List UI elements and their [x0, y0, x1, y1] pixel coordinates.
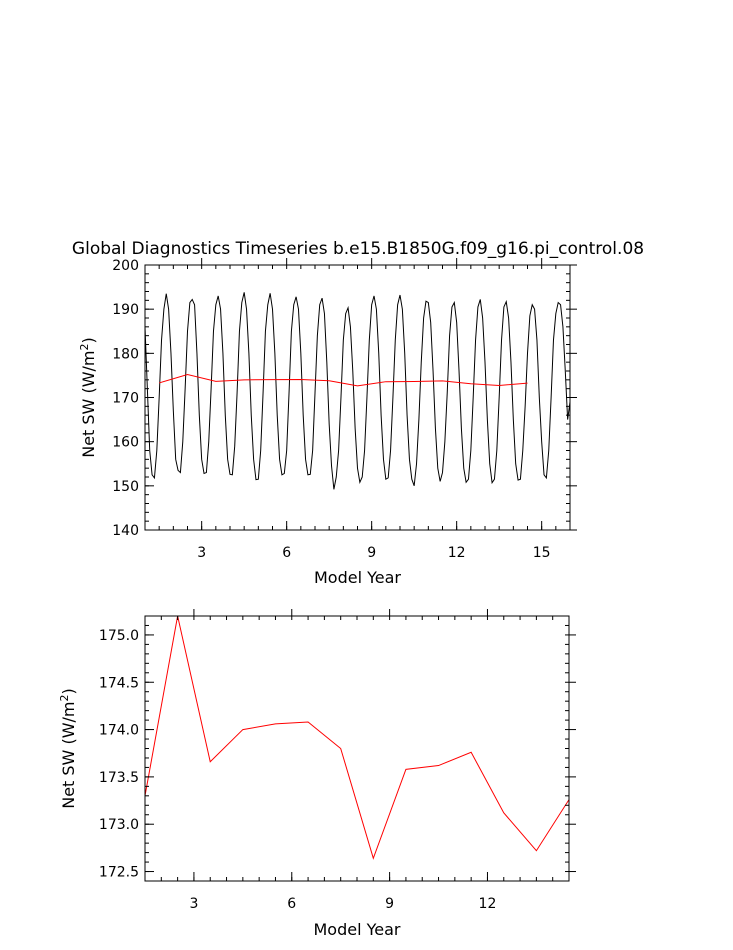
bottom-y-tick-label: 174.0 [99, 723, 139, 739]
bottom-y-tick-label: 174.5 [99, 675, 139, 691]
bottom-panel-frame [144, 615, 570, 882]
top-x-tick-label: 12 [448, 545, 466, 561]
top-panel-marks [145, 292, 570, 490]
bottom-y-tick-label: 175.0 [99, 628, 139, 644]
bottom-x-tick-label: 12 [479, 896, 497, 912]
top-x-axis-label: Model Year [314, 568, 401, 587]
top-y-tick-label: 160 [112, 435, 139, 451]
bottom-y-tick-label: 173.0 [99, 817, 139, 833]
bottom-x-axis-label: Model Year [314, 920, 401, 939]
bottom-y-axis-label: Net SW (W/m2) [58, 688, 78, 809]
bottom-y-tick-label: 172.5 [99, 865, 139, 881]
top-annual-series-line [159, 374, 528, 387]
chart-title: Global Diagnostics Timeseries b.e15.B185… [72, 239, 644, 259]
top-y-tick-label: 140 [112, 523, 139, 539]
top-monthly-series-line [145, 292, 570, 490]
top-y-tick-label: 200 [112, 258, 139, 274]
top-y-tick-label: 190 [112, 302, 139, 318]
top-panel-ticks: 3 6 9 12 15 140 150 160 170 180 190 200 [112, 258, 577, 561]
top-x-tick-label: 3 [197, 545, 206, 561]
bottom-y-tick-label: 173.5 [99, 770, 139, 786]
top-y-tick-label: 150 [112, 479, 139, 495]
top-y-axis-label: Net SW (W/m2) [78, 337, 98, 458]
top-y-tick-label: 170 [112, 391, 139, 407]
top-y-tick-label: 180 [112, 346, 139, 362]
bottom-x-tick-label: 9 [385, 896, 394, 912]
bottom-annual-series-line [145, 616, 569, 860]
top-x-tick-label: 6 [282, 545, 291, 561]
bottom-x-tick-label: 3 [189, 896, 198, 912]
bottom-panel-ticks: 3 6 9 12 172.5 173.0 173.5 174.0 174.5 175.0 [99, 609, 576, 912]
bottom-panel-marks [145, 616, 569, 860]
bottom-x-tick-label: 6 [287, 896, 296, 912]
top-x-tick-label: 9 [367, 545, 376, 561]
bottom-panel: 3 6 9 12 172.5 173.0 173.5 174.0 174.5 175.0 Mode… [58, 609, 576, 939]
top-x-tick-label: 15 [533, 545, 551, 561]
